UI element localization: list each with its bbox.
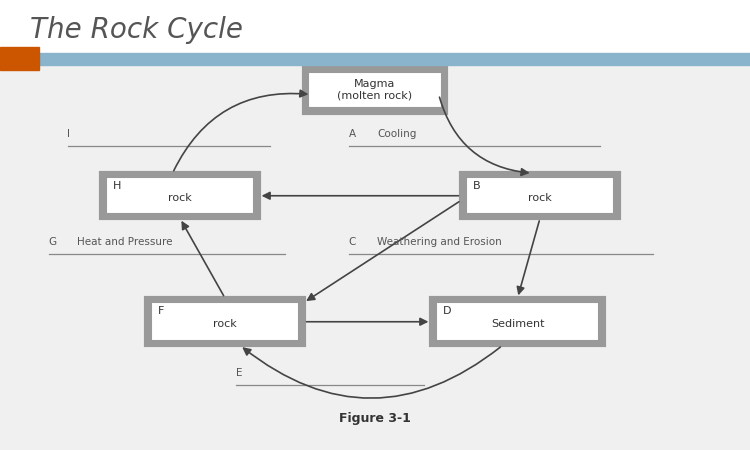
Text: C: C	[349, 237, 356, 247]
FancyBboxPatch shape	[151, 302, 299, 341]
Text: The Rock Cycle: The Rock Cycle	[30, 16, 243, 44]
Text: A: A	[349, 129, 355, 139]
FancyArrowPatch shape	[307, 319, 427, 325]
Text: rock: rock	[213, 319, 237, 329]
Text: I: I	[68, 129, 70, 139]
Text: E: E	[236, 368, 243, 378]
FancyArrowPatch shape	[440, 97, 528, 176]
Text: F: F	[158, 306, 164, 316]
FancyBboxPatch shape	[308, 72, 442, 108]
FancyArrowPatch shape	[244, 347, 500, 398]
Text: Heat and Pressure: Heat and Pressure	[77, 237, 172, 247]
FancyArrowPatch shape	[182, 222, 224, 296]
Text: G: G	[49, 237, 57, 247]
FancyBboxPatch shape	[436, 302, 599, 341]
Bar	[0, 53, 750, 65]
Text: Magma
(molten rock): Magma (molten rock)	[338, 79, 412, 101]
FancyArrowPatch shape	[308, 202, 459, 300]
Bar	[0, 47, 39, 70]
FancyBboxPatch shape	[146, 298, 304, 346]
FancyBboxPatch shape	[304, 68, 446, 112]
FancyBboxPatch shape	[106, 177, 254, 214]
FancyArrowPatch shape	[263, 193, 458, 199]
FancyArrowPatch shape	[518, 221, 539, 294]
FancyBboxPatch shape	[466, 177, 614, 214]
Text: rock: rock	[528, 193, 552, 203]
Text: Cooling: Cooling	[377, 129, 417, 139]
FancyArrowPatch shape	[174, 90, 307, 171]
FancyBboxPatch shape	[461, 173, 619, 218]
FancyBboxPatch shape	[101, 173, 259, 218]
Text: Figure 3-1: Figure 3-1	[339, 412, 411, 425]
Text: B: B	[472, 181, 480, 191]
Bar	[0, 0, 750, 54]
Text: H: H	[112, 181, 121, 191]
Text: Weathering and Erosion: Weathering and Erosion	[377, 237, 502, 247]
Text: D: D	[442, 306, 451, 316]
FancyBboxPatch shape	[431, 298, 604, 346]
Text: Sediment: Sediment	[490, 319, 544, 329]
Text: rock: rock	[168, 193, 192, 203]
